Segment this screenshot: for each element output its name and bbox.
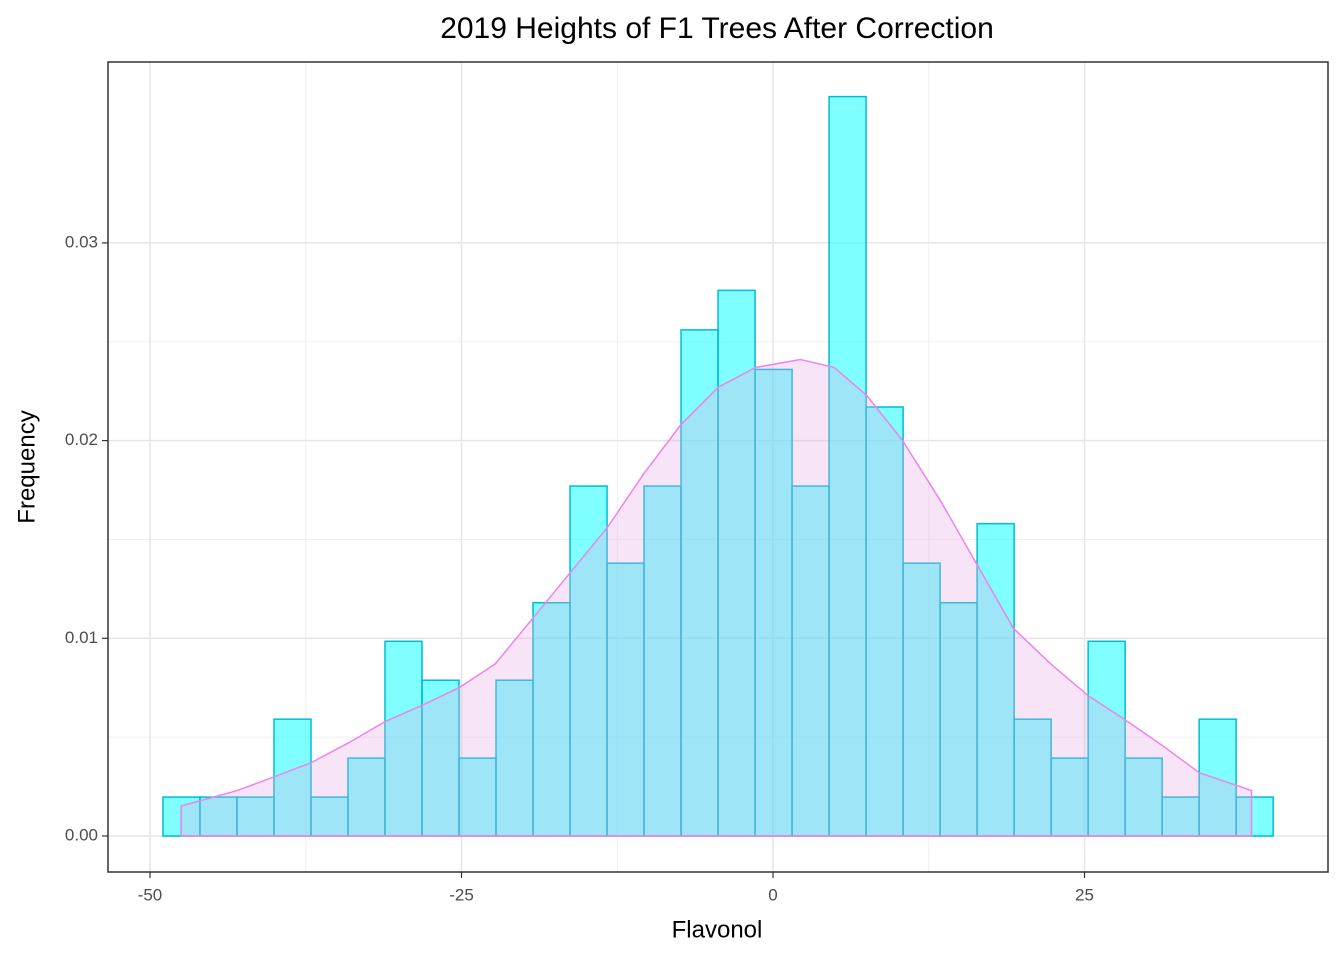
histogram-bar: [347, 757, 386, 837]
x-tick-label: -25: [449, 885, 474, 904]
histogram-bar: [1235, 796, 1274, 837]
histogram-bar: [606, 562, 645, 837]
density-area: [180, 358, 1253, 837]
histogram-bar: [754, 368, 793, 837]
histogram-bar: [643, 485, 682, 837]
histogram-bar: [902, 562, 941, 837]
y-axis-title: Frequency: [13, 410, 40, 523]
histogram-bar: [1013, 718, 1052, 837]
y-tick-label: 0.00: [65, 826, 98, 845]
histogram-bar: [1198, 718, 1237, 837]
y-tick-label: 0.02: [65, 430, 98, 449]
x-tick-label: 0: [768, 885, 777, 904]
y-tick-label: 0.03: [65, 232, 98, 251]
chart-title: 2019 Heights of F1 Trees After Correctio…: [440, 12, 994, 45]
histogram-bar: [828, 95, 867, 837]
plot-border: [107, 61, 1329, 873]
x-tick-label: -50: [138, 885, 163, 904]
x-axis-title: Flavonol: [672, 916, 763, 943]
histogram-bar: [680, 329, 719, 837]
x-tick-label: 25: [1075, 885, 1094, 904]
y-tick-label: 0.01: [65, 628, 98, 647]
histogram-bar: [384, 640, 423, 837]
